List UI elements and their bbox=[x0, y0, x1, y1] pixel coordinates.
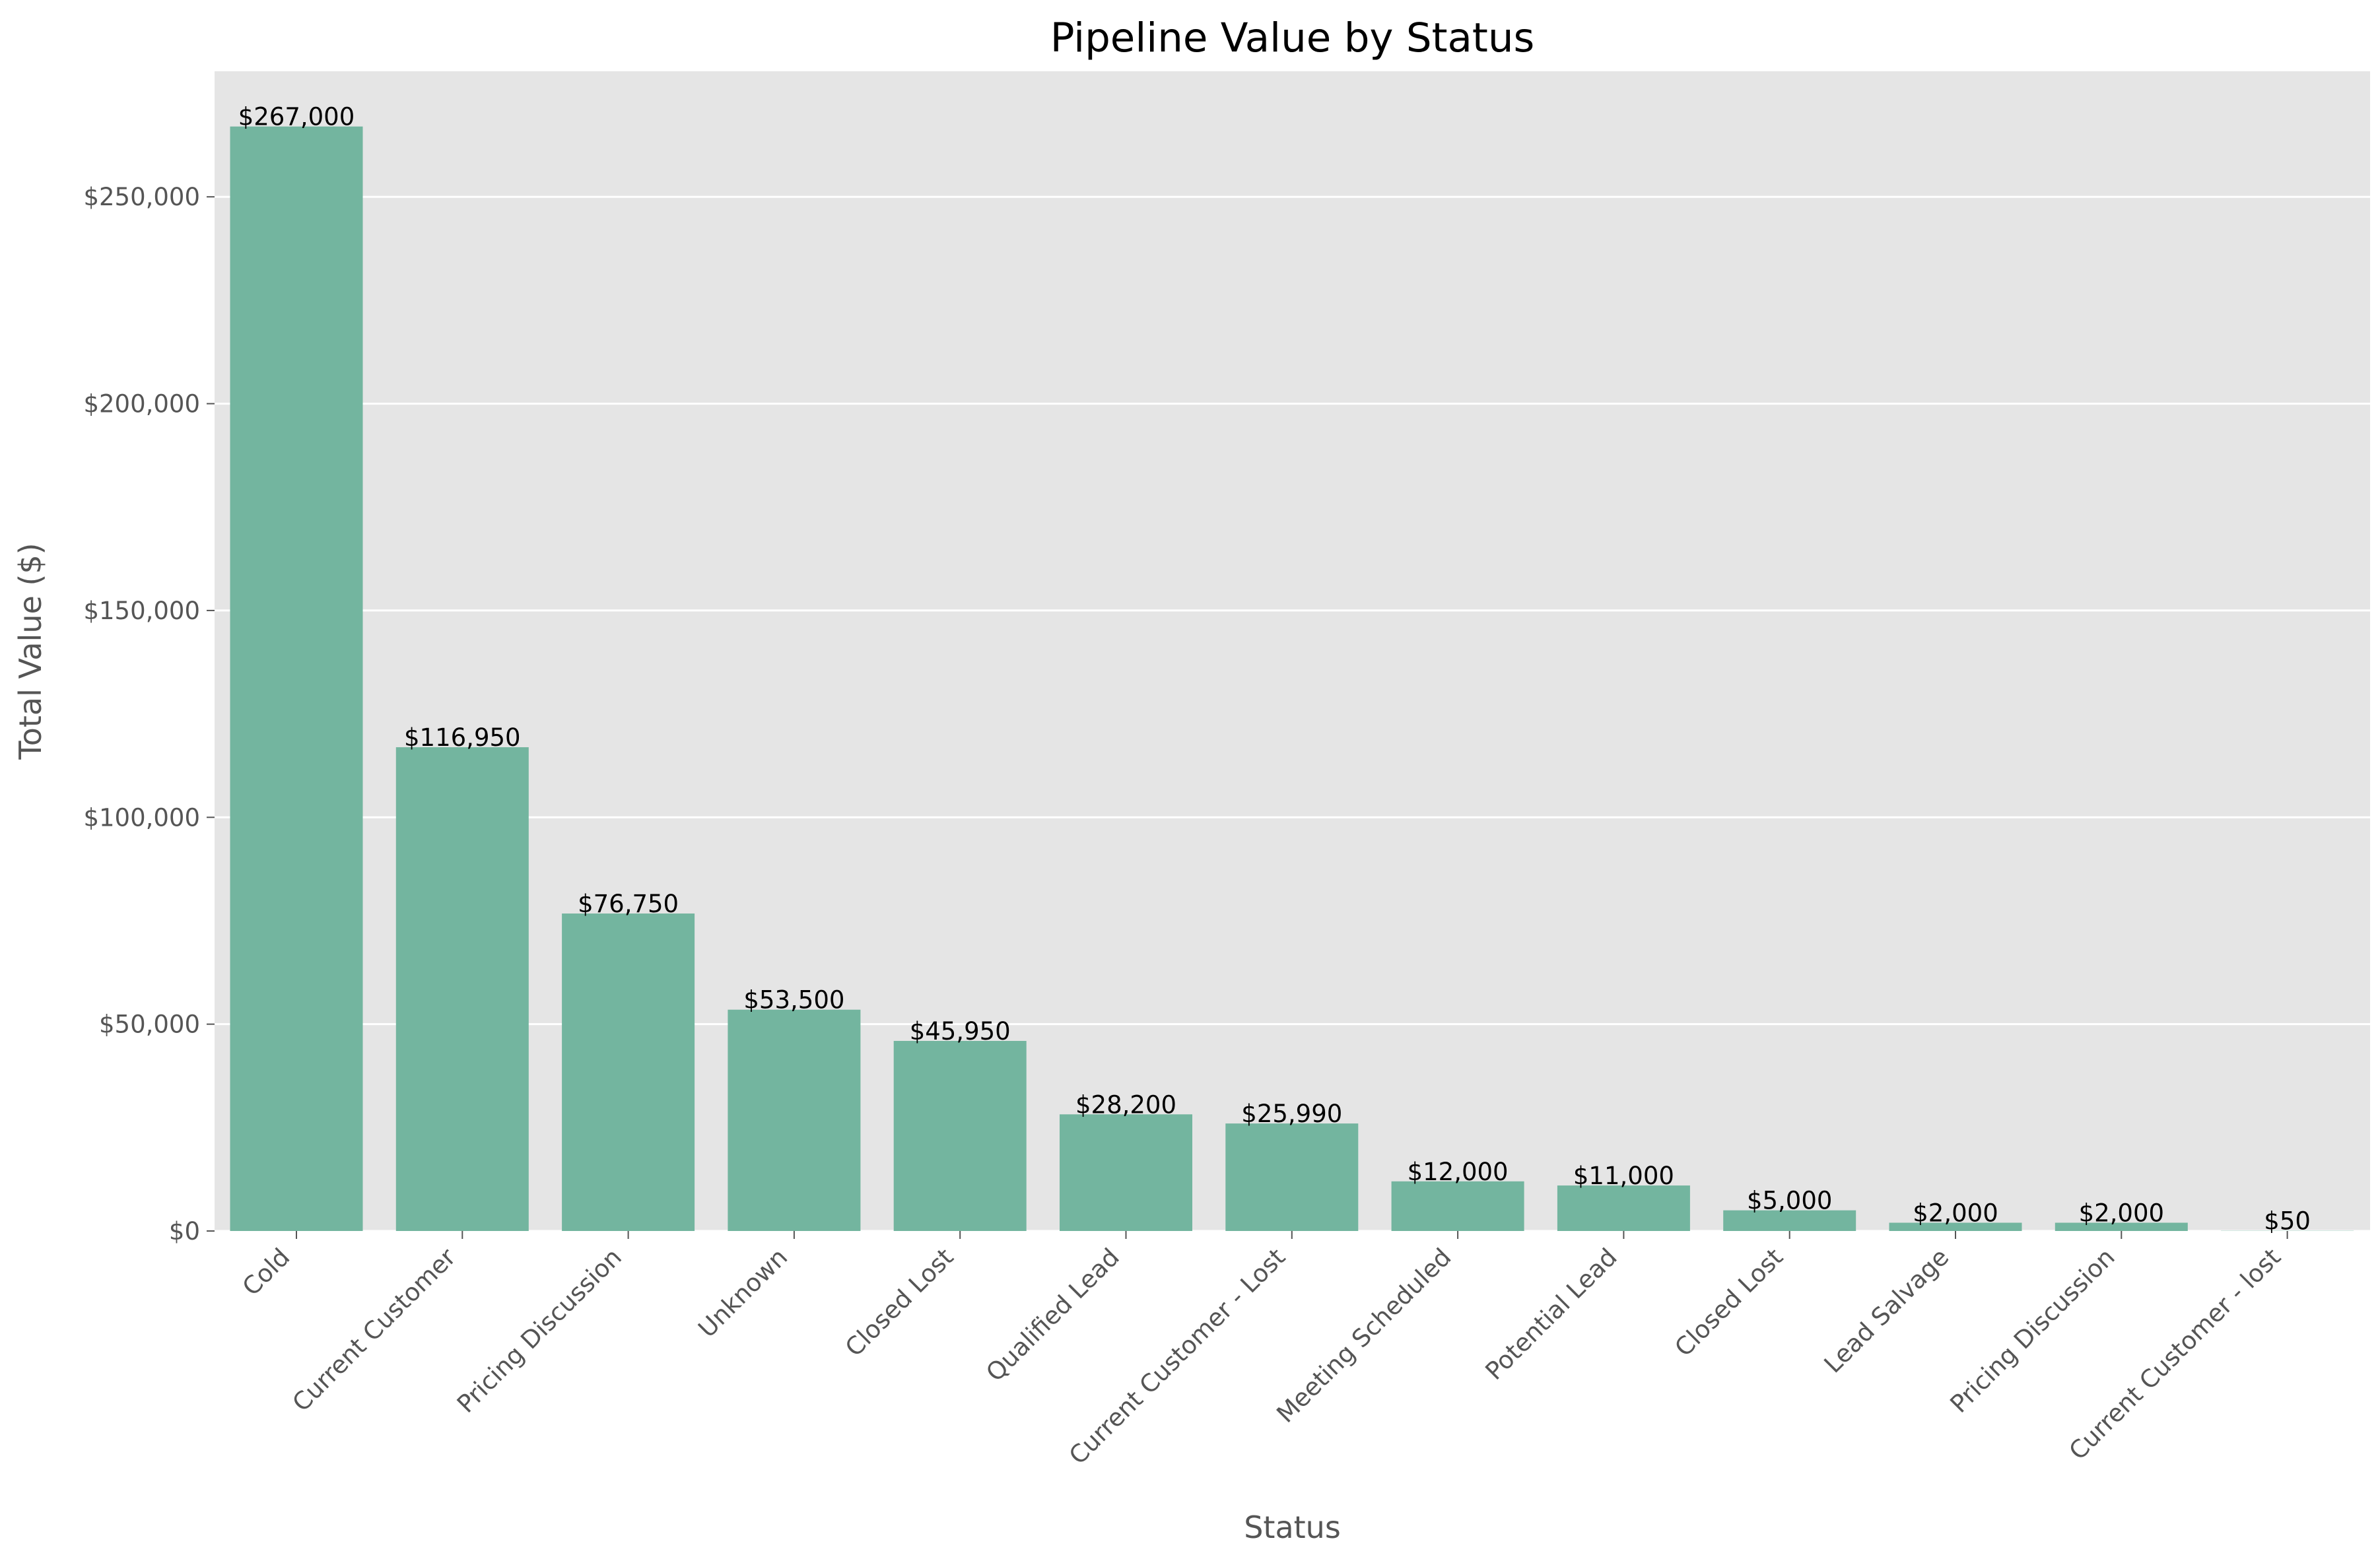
bar bbox=[1225, 1123, 1359, 1231]
data-label: $28,200 bbox=[1075, 1090, 1176, 1119]
y-tick-label: $200,000 bbox=[83, 390, 200, 418]
bar bbox=[230, 126, 363, 1232]
bar bbox=[1723, 1210, 1856, 1231]
x-tick-label: Closed Lost bbox=[1669, 1243, 1788, 1362]
x-tick-label: Pricing Discussion bbox=[1945, 1243, 2121, 1418]
bar bbox=[1391, 1181, 1524, 1231]
y-tick-label: $100,000 bbox=[83, 803, 200, 832]
data-label: $45,950 bbox=[910, 1017, 1011, 1046]
x-tick-label: Qualified Lead bbox=[980, 1243, 1125, 1387]
y-axis-title: Total Value ($) bbox=[13, 543, 48, 760]
x-tick-label: Lead Salvage bbox=[1819, 1243, 1955, 1379]
bar bbox=[1060, 1114, 1192, 1231]
data-label: $2,000 bbox=[2079, 1199, 2164, 1227]
bar bbox=[893, 1041, 1027, 1231]
bar bbox=[1557, 1185, 1690, 1231]
bars bbox=[230, 126, 2354, 1232]
data-label: $53,500 bbox=[743, 986, 844, 1014]
bar bbox=[2055, 1222, 2188, 1231]
bar bbox=[562, 913, 695, 1231]
x-tick-label: Current Customer bbox=[287, 1242, 462, 1417]
data-label: $11,000 bbox=[1573, 1162, 1674, 1190]
x-tick-label: Closed Lost bbox=[840, 1243, 959, 1362]
bar bbox=[1889, 1222, 2022, 1231]
x-tick-label: Unknown bbox=[693, 1243, 793, 1343]
data-label: $5,000 bbox=[1747, 1187, 1832, 1215]
y-tick-label: $50,000 bbox=[99, 1011, 200, 1039]
data-label: $116,950 bbox=[404, 723, 521, 752]
x-axis-title: Status bbox=[1244, 1510, 1341, 1545]
y-tick-label: $150,000 bbox=[83, 597, 200, 625]
x-tick-label: Meeting Scheduled bbox=[1271, 1243, 1456, 1428]
bar bbox=[395, 747, 529, 1231]
x-tick-label: Potential Lead bbox=[1480, 1243, 1623, 1385]
x-tick-label: Pricing Discussion bbox=[452, 1243, 627, 1418]
data-label: $76,750 bbox=[578, 890, 679, 918]
data-labels: $267,000 $116,950 $76,750 $53,500 $45,950 $28… bbox=[238, 103, 2311, 1236]
chart-title: Pipeline Value by Status bbox=[1050, 15, 1535, 61]
data-label: $267,000 bbox=[238, 103, 355, 131]
y-axis-ticks: $0 $50,000 $100,000 $150,000 $200,000 $250,00… bbox=[83, 183, 215, 1246]
y-tick-label: $250,000 bbox=[83, 183, 200, 211]
x-tick-label: Cold bbox=[237, 1243, 296, 1302]
data-label: $25,990 bbox=[1241, 1100, 1342, 1128]
plot-background bbox=[215, 71, 2370, 1231]
data-label: $12,000 bbox=[1408, 1158, 1509, 1186]
y-tick-label: $0 bbox=[169, 1217, 200, 1246]
data-label: $50 bbox=[2264, 1207, 2311, 1236]
bar bbox=[728, 1009, 861, 1231]
data-label: $2,000 bbox=[1913, 1199, 1998, 1227]
